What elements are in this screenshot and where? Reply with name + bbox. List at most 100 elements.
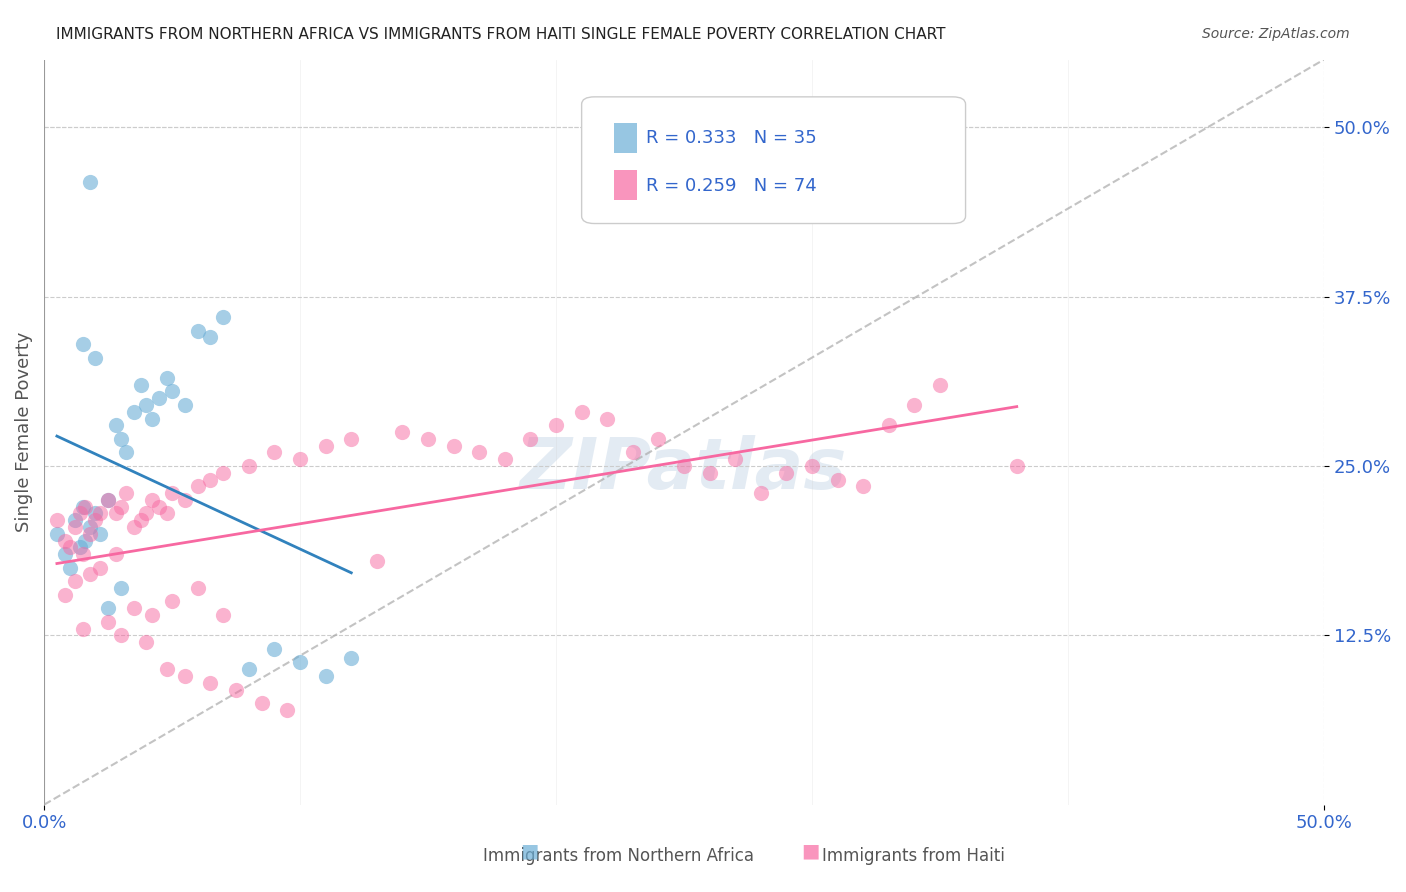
Point — [115, 486, 138, 500]
Point — [672, 458, 695, 473]
Point — [156, 371, 179, 385]
Point — [63, 520, 86, 534]
Point — [97, 601, 120, 615]
Point — [72, 547, 94, 561]
Point — [238, 662, 260, 676]
Point — [69, 541, 91, 555]
Text: ■: ■ — [520, 842, 538, 861]
Point — [250, 696, 273, 710]
Point — [79, 520, 101, 534]
Point — [72, 622, 94, 636]
Point — [494, 452, 516, 467]
Point — [69, 507, 91, 521]
Point — [225, 682, 247, 697]
Point — [148, 391, 170, 405]
Point — [315, 669, 337, 683]
Point — [173, 492, 195, 507]
Point — [72, 337, 94, 351]
Point — [104, 418, 127, 433]
Text: R = 0.259   N = 74: R = 0.259 N = 74 — [645, 178, 817, 195]
Point — [391, 425, 413, 439]
Point — [288, 452, 311, 467]
Point — [141, 607, 163, 622]
Point — [749, 486, 772, 500]
Point — [1005, 458, 1028, 473]
Point — [97, 615, 120, 629]
Point — [72, 500, 94, 514]
Point — [877, 418, 900, 433]
Point — [84, 513, 107, 527]
Point — [160, 594, 183, 608]
Point — [135, 635, 157, 649]
Point — [59, 541, 82, 555]
Point — [75, 533, 97, 548]
Point — [160, 384, 183, 399]
Point — [173, 669, 195, 683]
Point — [63, 513, 86, 527]
Point — [416, 432, 439, 446]
Point — [63, 574, 86, 589]
Point — [45, 513, 67, 527]
Point — [903, 398, 925, 412]
Point — [519, 432, 541, 446]
Point — [443, 439, 465, 453]
Point — [141, 492, 163, 507]
FancyBboxPatch shape — [582, 97, 966, 224]
Point — [724, 452, 747, 467]
Point — [141, 411, 163, 425]
Point — [115, 445, 138, 459]
Point — [131, 513, 153, 527]
Bar — [613, 123, 637, 153]
Point — [148, 500, 170, 514]
Text: Immigrants from Haiti: Immigrants from Haiti — [823, 847, 1005, 865]
Point — [200, 675, 222, 690]
Point — [110, 581, 132, 595]
Bar — [613, 169, 637, 200]
Point — [852, 479, 875, 493]
Point — [59, 560, 82, 574]
Point — [200, 330, 222, 344]
Point — [75, 500, 97, 514]
Point — [315, 439, 337, 453]
Point — [187, 479, 209, 493]
Text: ■: ■ — [801, 842, 820, 861]
Point — [84, 507, 107, 521]
Point — [263, 641, 285, 656]
Point — [544, 418, 567, 433]
Point — [53, 588, 76, 602]
Point — [775, 466, 797, 480]
Point — [699, 466, 721, 480]
Point — [89, 507, 111, 521]
Point — [131, 377, 153, 392]
Point — [160, 486, 183, 500]
Point — [596, 411, 619, 425]
Point — [53, 533, 76, 548]
Point — [84, 351, 107, 365]
Point — [110, 628, 132, 642]
Point — [621, 445, 644, 459]
Text: ZIPatlas: ZIPatlas — [520, 435, 848, 504]
Text: Source: ZipAtlas.com: Source: ZipAtlas.com — [1202, 27, 1350, 41]
Point — [89, 526, 111, 541]
Point — [135, 507, 157, 521]
Point — [79, 174, 101, 188]
Point — [104, 547, 127, 561]
Point — [187, 581, 209, 595]
Point — [801, 458, 824, 473]
Point — [135, 398, 157, 412]
Point — [122, 601, 145, 615]
Text: Immigrants from Northern Africa: Immigrants from Northern Africa — [484, 847, 754, 865]
Point — [212, 607, 235, 622]
Point — [263, 445, 285, 459]
Point — [122, 405, 145, 419]
Point — [156, 507, 179, 521]
Point — [79, 567, 101, 582]
Point — [89, 560, 111, 574]
Point — [366, 554, 388, 568]
Point — [647, 432, 669, 446]
Point — [288, 656, 311, 670]
Point — [187, 324, 209, 338]
Text: IMMIGRANTS FROM NORTHERN AFRICA VS IMMIGRANTS FROM HAITI SINGLE FEMALE POVERTY C: IMMIGRANTS FROM NORTHERN AFRICA VS IMMIG… — [56, 27, 946, 42]
Point — [45, 526, 67, 541]
Point — [571, 405, 593, 419]
